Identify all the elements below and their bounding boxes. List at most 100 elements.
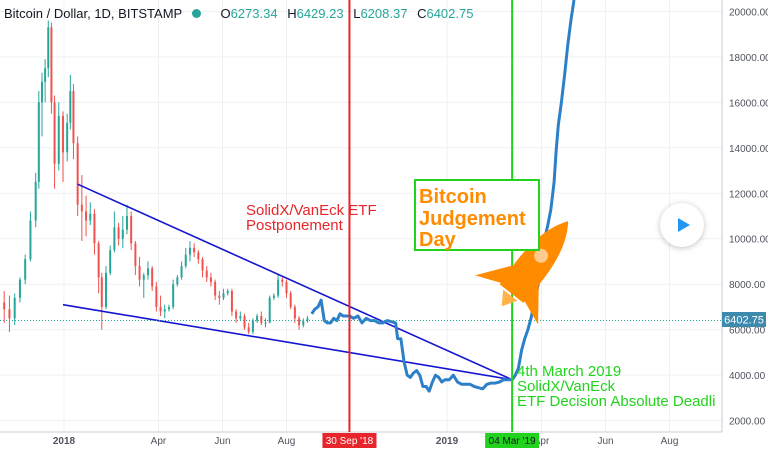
- candle-body: [130, 216, 133, 244]
- candle-body: [193, 247, 196, 253]
- candle-body: [109, 250, 112, 273]
- candle-body: [226, 291, 229, 294]
- candle-body: [40, 81, 43, 103]
- candle-body: [159, 306, 162, 312]
- rocket-flame: [501, 289, 518, 307]
- candle-body: [209, 277, 212, 282]
- candle-body: [97, 243, 100, 278]
- rocket-body: [499, 221, 569, 303]
- high-value: 6429.23: [296, 6, 344, 21]
- candle-body: [205, 270, 208, 278]
- candle-body: [76, 143, 79, 205]
- candle-body: [85, 211, 88, 221]
- candle-body: [57, 115, 60, 164]
- highlight-tag: [485, 433, 540, 448]
- current-price-tag: 6402.75: [722, 312, 766, 327]
- x-tick-label: 2019: [436, 436, 459, 447]
- judgement-day-box: [414, 179, 540, 251]
- candle-body: [34, 181, 37, 221]
- y-tick-label: 18000.00: [729, 53, 768, 64]
- candle-body: [302, 320, 305, 326]
- candle-body: [53, 102, 56, 164]
- postponement-annotation: SolidX/VanEck ETF Postponement: [246, 202, 377, 234]
- candle-body: [163, 309, 166, 312]
- candle-body: [151, 268, 154, 287]
- y-tick-label: 8000.00: [729, 280, 766, 291]
- postponement-line-2: Postponement: [246, 217, 344, 234]
- candle-body: [44, 68, 47, 82]
- candle-body: [235, 311, 238, 319]
- candle-body: [24, 259, 27, 280]
- candle-body: [117, 227, 120, 239]
- candle-body: [180, 266, 183, 278]
- symbol-header: Bitcoin / Dollar, 1D, BITSTAMP O6273.34 …: [4, 6, 473, 21]
- x-tick-label: Jun: [214, 436, 230, 447]
- candle-body: [243, 316, 246, 328]
- trendline: [62, 303, 513, 381]
- candle-body: [13, 297, 16, 319]
- y-tick-label: 14000.00: [729, 144, 768, 155]
- candle-body: [247, 327, 250, 332]
- close-label: C: [417, 6, 427, 21]
- x-tick-label: Apr: [534, 436, 550, 447]
- candle-body: [100, 277, 103, 307]
- candle-body: [306, 318, 309, 321]
- decision-annotation: 4th March 2019 SolidX/VanEck ETF Decisio…: [517, 363, 715, 410]
- x-tick-label: Apr: [151, 436, 167, 447]
- y-tick-label: 16000.00: [729, 98, 768, 109]
- symbol-title[interactable]: Bitcoin / Dollar, 1D, BITSTAMP: [4, 6, 183, 21]
- y-axis: 2000.00 4000.00 6000.00 8000.00 10000.00 1200…: [721, 0, 768, 432]
- candlestick-series: [3, 20, 309, 335]
- play-button[interactable]: [660, 203, 704, 247]
- candle-body: [142, 275, 145, 280]
- y-tick-label: 2000.00: [729, 417, 766, 428]
- candle-body: [218, 295, 221, 298]
- decision-line-1: 4th March 2019: [517, 363, 621, 380]
- low-value: 6208.37: [360, 6, 408, 21]
- judgement-line-2: Judgement: [419, 208, 526, 230]
- candle-body: [272, 295, 275, 298]
- decision-line-3: ETF Decision Absolute Deadli: [517, 393, 715, 410]
- x-axis: 2018 Apr Jun Aug 2019 Apr Jun Aug 30 Sep '18 04 M…: [0, 431, 722, 448]
- y-tick-label: 12000.00: [729, 189, 768, 200]
- open-value: 6273.34: [230, 6, 278, 21]
- candle-body: [256, 316, 259, 321]
- candle-body: [260, 316, 263, 323]
- judgement-line-1: Bitcoin: [419, 186, 487, 208]
- candle-body: [18, 279, 21, 298]
- candle-body: [72, 90, 75, 144]
- candle-body: [50, 27, 53, 103]
- candle-body: [29, 220, 32, 260]
- candle-body: [134, 243, 137, 267]
- high-label: H: [287, 6, 297, 21]
- y-tick-label: 20000.00: [729, 7, 768, 18]
- close-value: 6402.75: [426, 6, 474, 21]
- rocket-shape: [475, 221, 569, 325]
- candle-body: [277, 279, 280, 296]
- candle-body: [66, 122, 69, 153]
- candle-body: [268, 297, 271, 323]
- candle-body: [197, 252, 200, 260]
- candle-body: [167, 306, 170, 310]
- candle-body: [251, 320, 254, 332]
- candle-body: [201, 259, 204, 271]
- postponement-line-1: SolidX/VanEck ETF: [246, 202, 377, 219]
- rocket-icon: [475, 221, 569, 325]
- price-tag-background: [722, 312, 766, 327]
- candle-body: [93, 213, 96, 244]
- candle-body: [293, 306, 296, 319]
- candle-body: [176, 277, 179, 285]
- trendlines: [62, 183, 513, 381]
- rocket-fin-right: [524, 283, 539, 325]
- candle-body: [281, 279, 284, 282]
- open-label: O: [220, 6, 231, 21]
- candle-body: [230, 291, 233, 312]
- candle-body: [188, 247, 191, 255]
- candle-body: [61, 115, 64, 153]
- trendline: [77, 183, 513, 381]
- candle-body: [138, 266, 141, 280]
- candle-body: [222, 293, 225, 298]
- y-tick-label: 10000.00: [729, 235, 768, 246]
- candle-body: [69, 90, 72, 123]
- judgement-line-3: Day: [419, 229, 457, 251]
